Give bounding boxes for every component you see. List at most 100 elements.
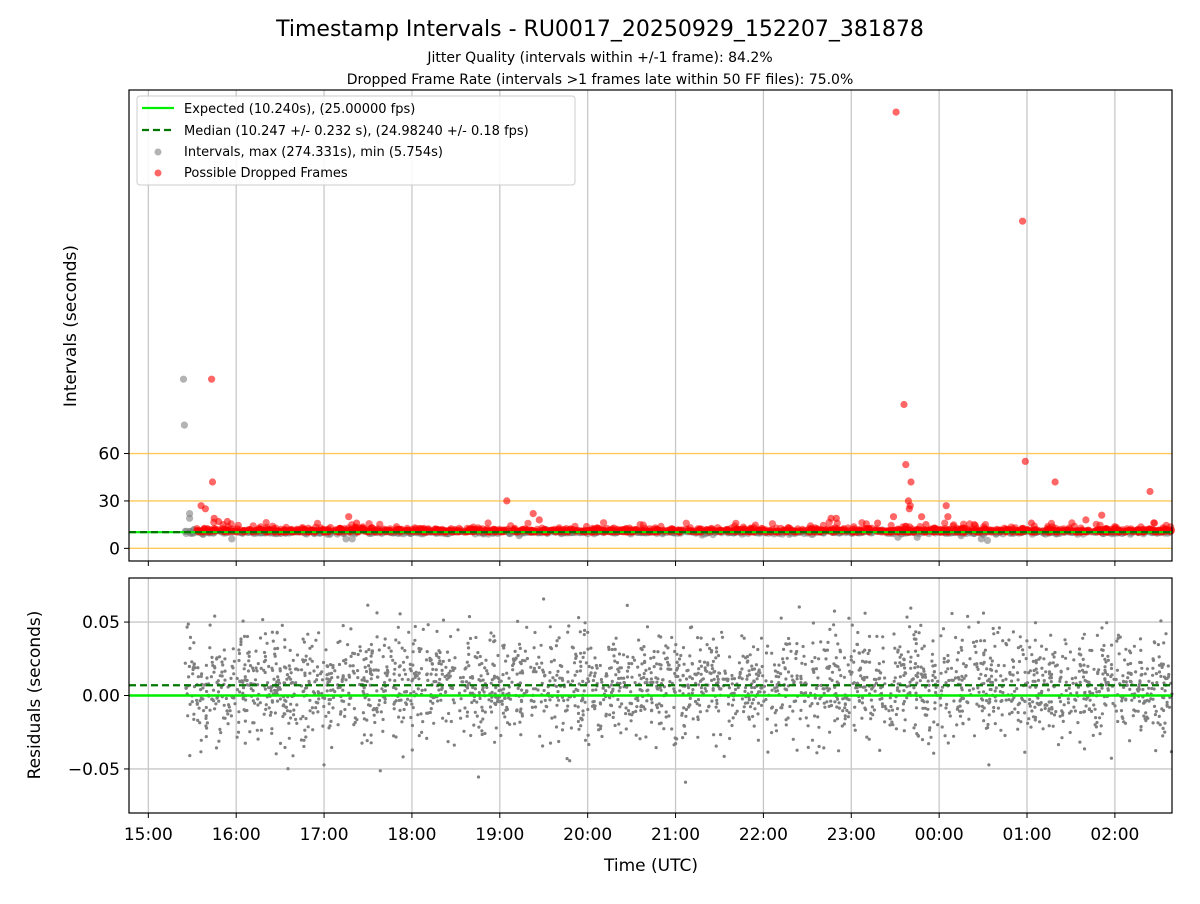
residual-point xyxy=(619,731,622,734)
residual-point xyxy=(612,711,615,714)
residual-point xyxy=(795,650,798,653)
residual-point xyxy=(712,638,715,641)
residual-point xyxy=(316,665,319,668)
residual-point xyxy=(402,755,405,758)
residual-point xyxy=(610,683,613,686)
residual-point xyxy=(705,670,708,673)
residual-point xyxy=(570,726,573,729)
residual-point xyxy=(584,701,587,704)
dropped-frame-point xyxy=(922,521,929,528)
residual-point xyxy=(256,703,259,706)
residual-point xyxy=(421,689,424,692)
residual-point xyxy=(834,664,837,667)
residual-point xyxy=(557,740,560,743)
residual-point xyxy=(437,656,440,659)
residual-point xyxy=(1101,712,1104,715)
residual-point xyxy=(933,701,936,704)
residual-point xyxy=(370,660,373,663)
residual-point xyxy=(409,716,412,719)
residual-point xyxy=(644,669,647,672)
residual-point xyxy=(1044,703,1047,706)
residual-point xyxy=(541,744,544,747)
residual-point xyxy=(1101,654,1104,657)
residual-point xyxy=(625,727,628,730)
residual-point xyxy=(466,642,469,645)
residual-point xyxy=(783,666,786,669)
residual-point xyxy=(994,722,997,725)
residual-point xyxy=(755,673,758,676)
dropped-frame-point xyxy=(536,516,543,523)
residual-point xyxy=(784,677,787,680)
residual-point xyxy=(466,715,469,718)
residual-point xyxy=(399,612,402,615)
residual-point xyxy=(770,652,773,655)
residual-point xyxy=(871,705,874,708)
residual-point xyxy=(912,686,915,689)
residual-point xyxy=(481,718,484,721)
residual-point xyxy=(276,700,279,703)
residual-point xyxy=(1036,671,1039,674)
residual-point xyxy=(691,662,694,665)
dropped-frame-point xyxy=(376,521,383,528)
residual-point xyxy=(492,640,495,643)
residual-point xyxy=(916,654,919,657)
residual-point xyxy=(975,640,978,643)
residual-point xyxy=(865,736,868,739)
residual-point xyxy=(712,660,715,663)
residual-point xyxy=(915,706,918,709)
residual-point xyxy=(823,706,826,709)
residual-point xyxy=(968,689,971,692)
residual-point xyxy=(263,651,266,654)
residual-point xyxy=(1003,664,1006,667)
residual-point xyxy=(853,649,856,652)
residual-point xyxy=(239,637,242,640)
residual-point xyxy=(480,674,483,677)
residual-point xyxy=(227,703,230,706)
residual-point xyxy=(815,667,818,670)
residual-point xyxy=(344,658,347,661)
residual-point xyxy=(415,671,418,674)
residual-point xyxy=(322,705,325,708)
residual-point xyxy=(537,656,540,659)
residual-point xyxy=(1153,640,1156,643)
residual-point xyxy=(828,731,831,734)
residual-point xyxy=(1075,691,1078,694)
residual-point xyxy=(687,705,690,708)
residual-point xyxy=(440,663,443,666)
residual-point xyxy=(712,689,715,692)
residual-point xyxy=(822,648,825,651)
residual-point xyxy=(188,754,191,757)
residual-point xyxy=(966,701,969,704)
residual-point xyxy=(511,668,514,671)
residual-point xyxy=(1012,630,1015,633)
residual-point xyxy=(382,718,385,721)
residual-point xyxy=(587,743,590,746)
residual-point xyxy=(918,631,921,634)
residual-point xyxy=(417,677,420,680)
residual-point xyxy=(283,699,286,702)
residual-point xyxy=(215,657,218,660)
residual-point xyxy=(731,682,734,685)
residual-point xyxy=(205,735,208,738)
residual-point xyxy=(1048,663,1051,666)
residual-point xyxy=(587,734,590,737)
residual-point xyxy=(712,733,715,736)
residual-point xyxy=(904,718,907,721)
residual-point xyxy=(243,635,246,638)
residual-point xyxy=(1106,687,1109,690)
residual-point xyxy=(344,678,347,681)
dropped-frame-point xyxy=(1151,520,1158,527)
residual-point xyxy=(990,663,993,666)
residual-point xyxy=(269,714,272,717)
residual-point xyxy=(232,672,235,675)
residual-point xyxy=(626,655,629,658)
residual-point xyxy=(411,678,414,681)
residual-point xyxy=(1079,663,1082,666)
residual-point xyxy=(1164,632,1167,635)
residual-point xyxy=(220,660,223,663)
residual-point xyxy=(675,653,678,656)
residual-point xyxy=(818,697,821,700)
residual-point xyxy=(584,739,587,742)
residual-point xyxy=(914,650,917,653)
residual-point xyxy=(1096,634,1099,637)
